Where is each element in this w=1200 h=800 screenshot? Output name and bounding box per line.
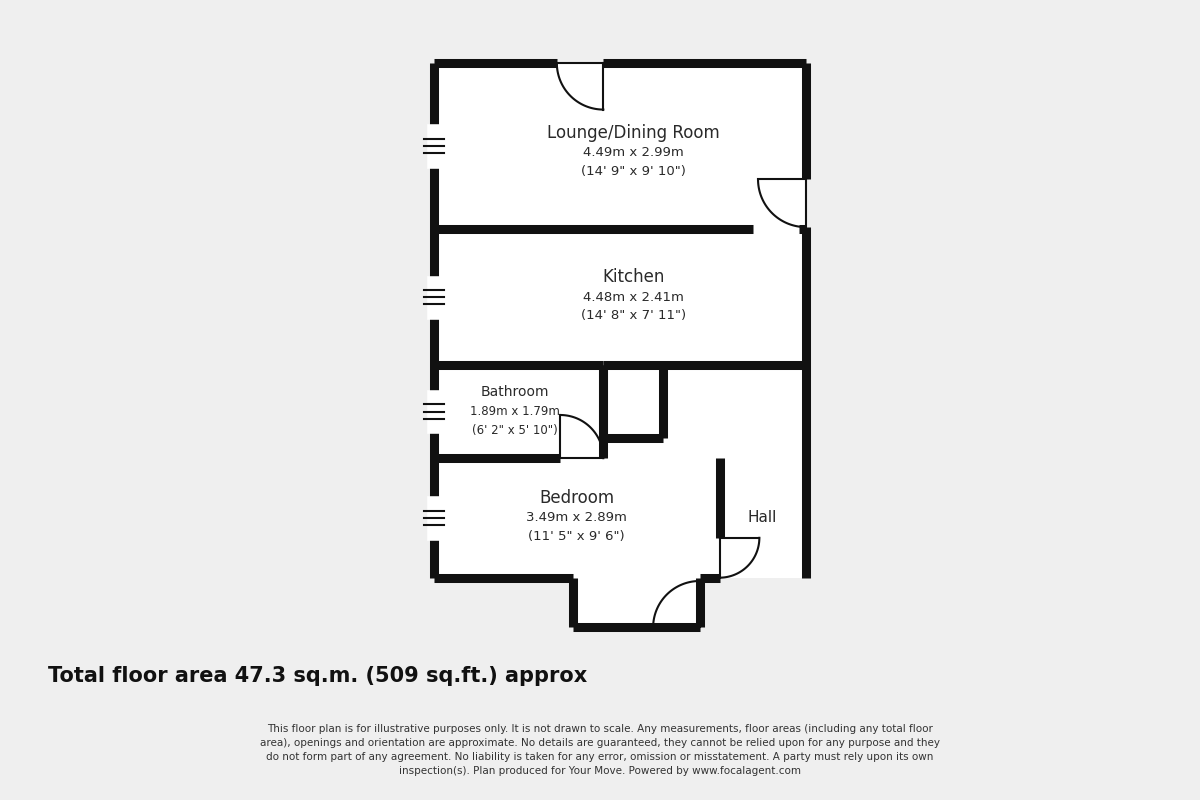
Text: Bathroom: Bathroom (481, 385, 550, 398)
Text: Hall: Hall (748, 510, 778, 526)
Text: 4.48m x 2.41m: 4.48m x 2.41m (583, 290, 684, 304)
Bar (604, 365, 806, 458)
Text: (11' 5" x 9' 6"): (11' 5" x 9' 6") (528, 530, 625, 543)
Text: This floor plan is for illustrative purposes only. It is not drawn to scale. Any: This floor plan is for illustrative purp… (260, 724, 940, 776)
Bar (434, 458, 720, 578)
Bar (434, 63, 806, 229)
Text: (14' 8" x 7' 11"): (14' 8" x 7' 11") (581, 310, 685, 322)
Bar (434, 365, 604, 458)
Bar (434, 229, 806, 365)
Text: (14' 9" x 9' 10"): (14' 9" x 9' 10") (581, 165, 685, 178)
Text: (6' 2" x 5' 10"): (6' 2" x 5' 10") (473, 424, 558, 437)
Text: Lounge/Dining Room: Lounge/Dining Room (547, 124, 720, 142)
Text: Total floor area 47.3 sq.m. (509 sq.ft.) approx: Total floor area 47.3 sq.m. (509 sq.ft.)… (48, 666, 587, 686)
Bar (720, 458, 806, 578)
Text: Kitchen: Kitchen (602, 268, 665, 286)
Bar (574, 578, 700, 627)
Text: Bedroom: Bedroom (539, 489, 614, 507)
Text: 4.49m x 2.99m: 4.49m x 2.99m (583, 146, 684, 159)
Text: 3.49m x 2.89m: 3.49m x 2.89m (527, 511, 628, 525)
Text: 1.89m x 1.79m: 1.89m x 1.79m (470, 405, 560, 418)
